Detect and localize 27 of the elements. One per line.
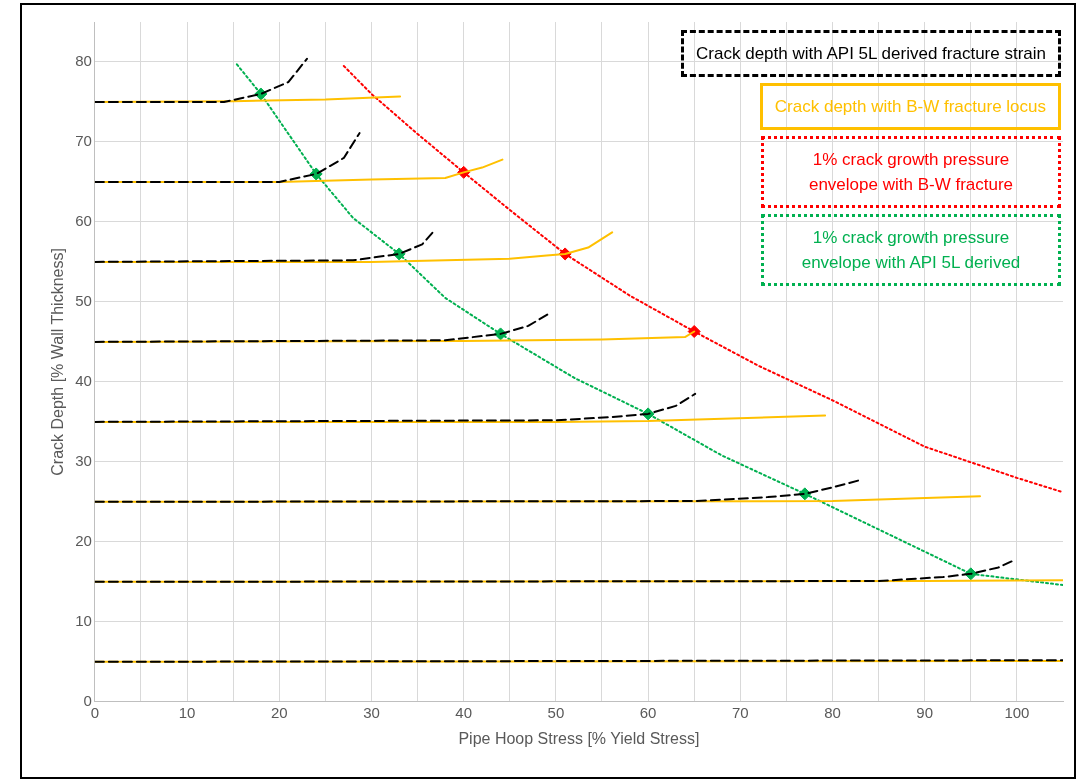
y-tick-label: 10 <box>75 611 92 629</box>
x-tick-label: 80 <box>824 703 841 721</box>
line-series <box>235 63 1063 587</box>
x-tick-label: 20 <box>270 703 288 721</box>
y-tick-label: 80 <box>75 52 92 70</box>
text: Crack depth with B-W fracture locus <box>759 83 1061 130</box>
text: 1% crack growth pressure envelope with B-W fracture <box>761 136 1061 208</box>
text: Crack depth with API 5L derived fracture strain <box>681 30 1061 77</box>
x-tick-label: 100 <box>1004 703 1030 721</box>
x-tick-label: 90 <box>916 703 934 721</box>
y-axis-title: Crack Depth [% Wall Thickness] <box>49 248 67 476</box>
x-tick-label: 10 <box>178 703 196 721</box>
y-tick-label: 50 <box>75 292 92 310</box>
x-tick-label: 40 <box>455 703 473 721</box>
y-tick-label: 20 <box>75 531 92 549</box>
y-tick-label: 70 <box>75 132 92 150</box>
x-axis-title: Pipe Hoop Stress [% Yield Stress] <box>458 729 700 747</box>
x-tick-label: 30 <box>363 703 380 721</box>
x-tick-label: 60 <box>639 703 657 721</box>
y-tick-label: 0 <box>83 691 92 709</box>
x-tick-label: 70 <box>731 703 749 721</box>
text: 1% crack growth pressure envelope with API 5L derived <box>761 214 1061 286</box>
x-tick-label: 50 <box>547 703 565 721</box>
line-series <box>342 64 1063 494</box>
y-tick-label: 30 <box>75 452 92 470</box>
y-tick-label: 60 <box>75 212 92 230</box>
y-tick-label: 40 <box>75 372 92 390</box>
